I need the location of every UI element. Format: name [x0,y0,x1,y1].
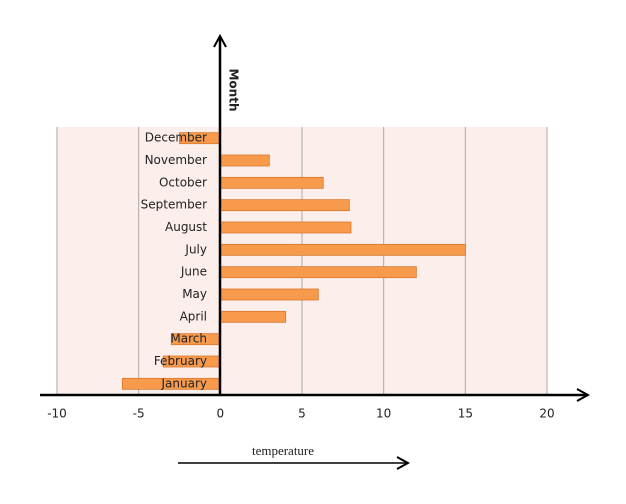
x-tick-label: -10 [47,407,67,421]
bar [219,310,287,323]
x-tick-label: 20 [539,407,554,421]
x-tick-label: 10 [376,407,391,421]
x-tick-label: -5 [133,407,145,421]
x-tick-label: 5 [298,407,306,421]
bar [219,154,270,167]
y-tick-label: February [154,354,207,368]
x-axis-title: temperature [252,443,314,458]
bar [219,199,350,212]
x-tick-label: 15 [458,407,473,421]
x-tick-label: 0 [217,407,225,421]
bar [219,288,319,301]
y-tick-label: July [184,242,207,256]
y-tick-label: May [182,287,207,301]
y-tick-label: January [161,376,208,390]
y-tick-label: March [170,332,207,346]
bar [219,266,417,279]
y-tick-label: December [145,131,207,145]
y-tick-label: November [145,153,207,167]
bar [219,176,324,189]
y-tick-label: September [141,198,207,212]
y-tick-label: August [165,220,207,234]
y-tick-label: April [180,309,207,323]
bar [219,221,352,234]
y-axis-title: Month [227,68,241,111]
bar [219,243,466,256]
y-tick-label: October [159,175,207,189]
y-tick-label: June [180,265,207,279]
